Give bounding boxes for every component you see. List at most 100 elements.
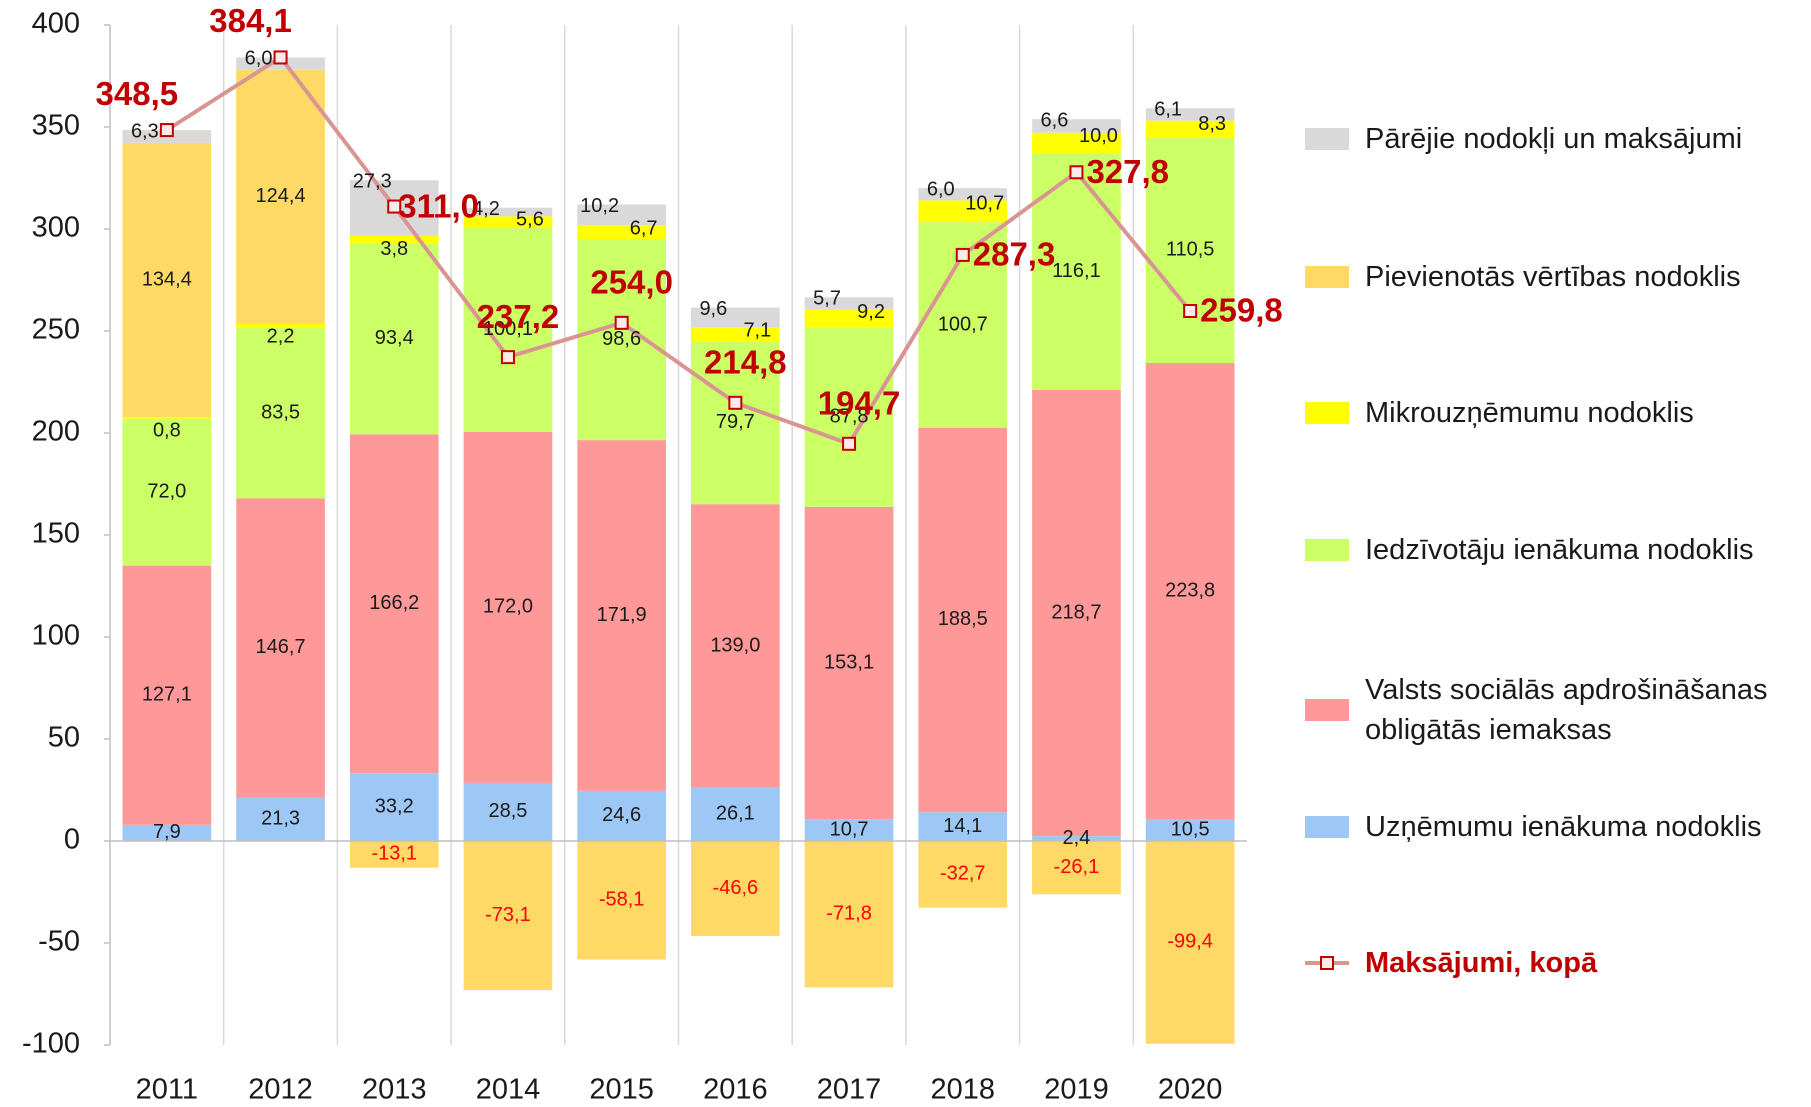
bar-segment xyxy=(691,327,780,342)
bar-segment xyxy=(577,225,666,239)
value-label: 6,3 xyxy=(131,120,159,142)
value-label: 10,2 xyxy=(580,195,619,217)
bar-segment xyxy=(691,787,780,841)
bar-segment xyxy=(577,204,666,226)
legend-item: Iedzīvotāju ienākuma nodoklis xyxy=(1305,530,1795,570)
value-label: 134,4 xyxy=(142,268,192,290)
bar-segment xyxy=(804,308,894,328)
legend-label: Valsts sociālās apdrošināšanas obligātās… xyxy=(1365,674,1768,746)
legend-label: Mikrouzņēmumu nodoklis xyxy=(1365,397,1694,429)
value-label: 2,2 xyxy=(267,326,295,348)
value-label: 87,8 xyxy=(830,406,869,428)
bar-segment xyxy=(236,327,325,499)
value-label: 139,0 xyxy=(710,634,760,656)
value-label: 218,7 xyxy=(1051,601,1101,623)
bar-segment xyxy=(122,417,212,419)
total-label: 214,8 xyxy=(704,344,787,381)
legend-swatch xyxy=(1305,816,1349,838)
total-label: 311,0 xyxy=(398,187,479,224)
value-label: 6,0 xyxy=(245,48,273,70)
bar-segment xyxy=(1145,137,1235,364)
value-label: 10,0 xyxy=(1079,125,1118,147)
value-label: 172,0 xyxy=(483,596,533,618)
value-label: 4,2 xyxy=(472,198,500,220)
value-label: 6,7 xyxy=(630,218,658,240)
bar-segment xyxy=(1145,819,1235,841)
value-label: -58,1 xyxy=(599,889,645,911)
bar-segment xyxy=(349,235,439,244)
total-label: 259,8 xyxy=(1200,292,1283,329)
value-label: -99,4 xyxy=(1167,931,1213,953)
bar-segment xyxy=(1032,119,1121,133)
value-label: 6,1 xyxy=(1154,99,1182,121)
x-tick-label: 2014 xyxy=(476,1074,541,1106)
bar-segment xyxy=(122,142,212,418)
legend-swatch xyxy=(1305,956,1349,970)
total-marker xyxy=(614,315,629,330)
bar-segment xyxy=(463,431,553,783)
bar-segment xyxy=(918,812,1008,841)
legend-label: Pievienotās vērtības nodoklis xyxy=(1365,261,1741,293)
value-label: 223,8 xyxy=(1165,580,1215,602)
total-marker xyxy=(500,350,515,365)
legend-swatch xyxy=(1305,266,1349,288)
value-label: 26,1 xyxy=(716,803,755,825)
value-label: 171,9 xyxy=(597,604,647,626)
total-marker xyxy=(1183,304,1198,319)
value-label: 10,7 xyxy=(830,818,869,840)
bar-segment xyxy=(122,418,212,566)
value-label: 146,7 xyxy=(256,636,306,658)
legend-swatch xyxy=(1305,539,1349,561)
value-label: -13,1 xyxy=(371,843,417,865)
value-label: 0,8 xyxy=(153,419,181,441)
total-label: 348,5 xyxy=(96,75,179,112)
y-tick-label: 350 xyxy=(32,110,80,142)
y-tick-label: 400 xyxy=(32,8,80,40)
value-label: 3,8 xyxy=(380,238,408,260)
value-label: 100,1 xyxy=(483,318,533,340)
value-label: 83,5 xyxy=(261,401,300,423)
bar-segment xyxy=(577,790,666,841)
total-marker xyxy=(1069,165,1084,180)
bar-segment xyxy=(1032,132,1121,154)
value-label: 100,7 xyxy=(938,313,988,335)
total-label: 287,3 xyxy=(973,236,1056,273)
bar-segment xyxy=(349,434,439,774)
bar-segment xyxy=(918,841,1008,908)
legend-label: Uzņēmumu ienākuma nodoklis xyxy=(1365,811,1762,843)
y-tick-label: 0 xyxy=(64,824,80,856)
legend-swatch xyxy=(1305,699,1349,721)
total-marker xyxy=(273,50,288,65)
bar-segment xyxy=(577,238,666,441)
bar-segment xyxy=(236,69,325,324)
x-tick-label: 2013 xyxy=(362,1074,427,1106)
x-tick-label: 2019 xyxy=(1044,1074,1109,1106)
legend-marker xyxy=(1320,956,1334,970)
bar-segment xyxy=(577,841,666,960)
value-label: 7,9 xyxy=(153,821,181,843)
value-label: 27,3 xyxy=(353,171,392,193)
bar-segment xyxy=(463,207,553,217)
y-tick-label: -100 xyxy=(22,1028,80,1060)
value-label: 33,2 xyxy=(375,795,414,817)
x-tick-label: 2020 xyxy=(1158,1074,1223,1106)
y-tick-label: -50 xyxy=(38,926,80,958)
value-label: 9,6 xyxy=(699,298,727,320)
bar-segment xyxy=(236,498,325,798)
legend-swatch xyxy=(1305,402,1349,424)
value-label: -32,7 xyxy=(940,863,986,885)
total-label: 254,0 xyxy=(590,264,673,301)
bar-segment xyxy=(236,323,325,328)
x-tick-label: 2016 xyxy=(703,1074,768,1106)
bar-segment xyxy=(1032,389,1121,837)
value-label: -71,8 xyxy=(826,903,872,925)
bar-segment xyxy=(918,200,1008,223)
value-label: 10,7 xyxy=(965,193,1004,215)
bar-segment xyxy=(691,307,780,328)
bar-segment xyxy=(804,327,894,507)
value-label: 79,7 xyxy=(716,411,755,433)
value-label: 188,5 xyxy=(938,608,988,630)
bar-segment xyxy=(1032,836,1121,841)
legend-label: Iedzīvotāju ienākuma nodoklis xyxy=(1365,534,1754,566)
